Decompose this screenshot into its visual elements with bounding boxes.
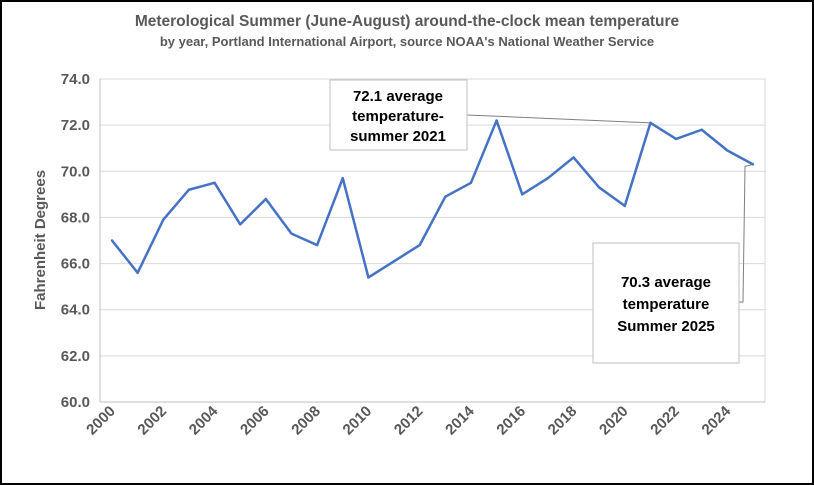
annotation-text-line: 70.3 average: [621, 274, 711, 291]
x-tick-label: 2022: [647, 403, 683, 439]
data-point-2001: [136, 271, 139, 274]
data-point-2022: [674, 137, 678, 141]
x-tick-label: 2020: [596, 403, 632, 439]
data-point-2015: [495, 119, 498, 122]
data-point-2021: [649, 121, 652, 125]
data-point-2017: [546, 177, 550, 180]
annotation-text-line: summer 2021: [350, 128, 446, 145]
data-point-2005: [239, 223, 242, 226]
x-tick-label: 2014: [442, 402, 478, 438]
data-point-2004: [213, 181, 216, 185]
x-tick-label: 2024: [699, 402, 735, 438]
chart-title: Meterological Summer (June-August) aroun…: [135, 13, 680, 30]
annotation-box: [592, 242, 740, 364]
data-point-2002: [162, 218, 165, 221]
annotation-leader-2025: [739, 163, 754, 303]
data-point-2006: [264, 197, 268, 201]
data-point-2003: [187, 188, 191, 191]
annotation-leader-2021: [466, 114, 651, 124]
data-point-2024: [726, 149, 729, 152]
data-point-2016: [521, 193, 524, 196]
data-point-2013: [444, 195, 447, 198]
annotation-text-line: temperature-: [352, 108, 444, 125]
x-tick-label: 2004: [186, 402, 222, 438]
data-point-2020: [623, 204, 626, 208]
annotation-text-line: temperature: [623, 296, 710, 313]
y-tick-label: 62.0: [61, 348, 90, 365]
series-line: [111, 119, 754, 279]
data-point-2010: [367, 276, 370, 279]
y-tick-label: 60.0: [61, 394, 90, 411]
data-point-2014: [469, 181, 473, 185]
data-point-2008: [315, 243, 319, 247]
x-tick-label: 2016: [493, 403, 529, 439]
data-point-2018: [572, 156, 575, 159]
x-tick-label: 2006: [237, 403, 273, 439]
data-point-2007: [290, 232, 293, 235]
y-axis-label: Fahrenheit Degrees: [32, 170, 49, 310]
y-tick-label: 64.0: [61, 302, 90, 319]
x-tick-label: 2012: [391, 403, 427, 439]
data-point-2000: [110, 239, 114, 242]
y-tick-label: 72.0: [61, 117, 90, 134]
annotation-box: [329, 79, 468, 151]
y-tick-label: 74.0: [61, 71, 90, 88]
data-point-2025: [751, 163, 755, 166]
data-point-2019: [597, 186, 601, 189]
annotation-text-line: 72.1 average: [353, 88, 443, 105]
x-tick-label: 2008: [288, 403, 324, 439]
x-tick-label: 2010: [340, 403, 376, 439]
y-tick-label: 70.0: [61, 163, 90, 180]
data-point-2009: [341, 177, 344, 180]
chart-subtitle: by year, Portland International Airport,…: [160, 34, 654, 49]
data-point-2012: [418, 243, 421, 247]
x-tick-label: 2002: [134, 403, 170, 439]
data-point-2023: [700, 128, 703, 131]
y-tick-label: 66.0: [61, 256, 90, 273]
annotation-text-line: Summer 2025: [617, 318, 715, 335]
x-tick-label: 2018: [545, 403, 581, 439]
y-tick-label: 68.0: [61, 209, 90, 226]
data-point-2011: [392, 260, 396, 263]
